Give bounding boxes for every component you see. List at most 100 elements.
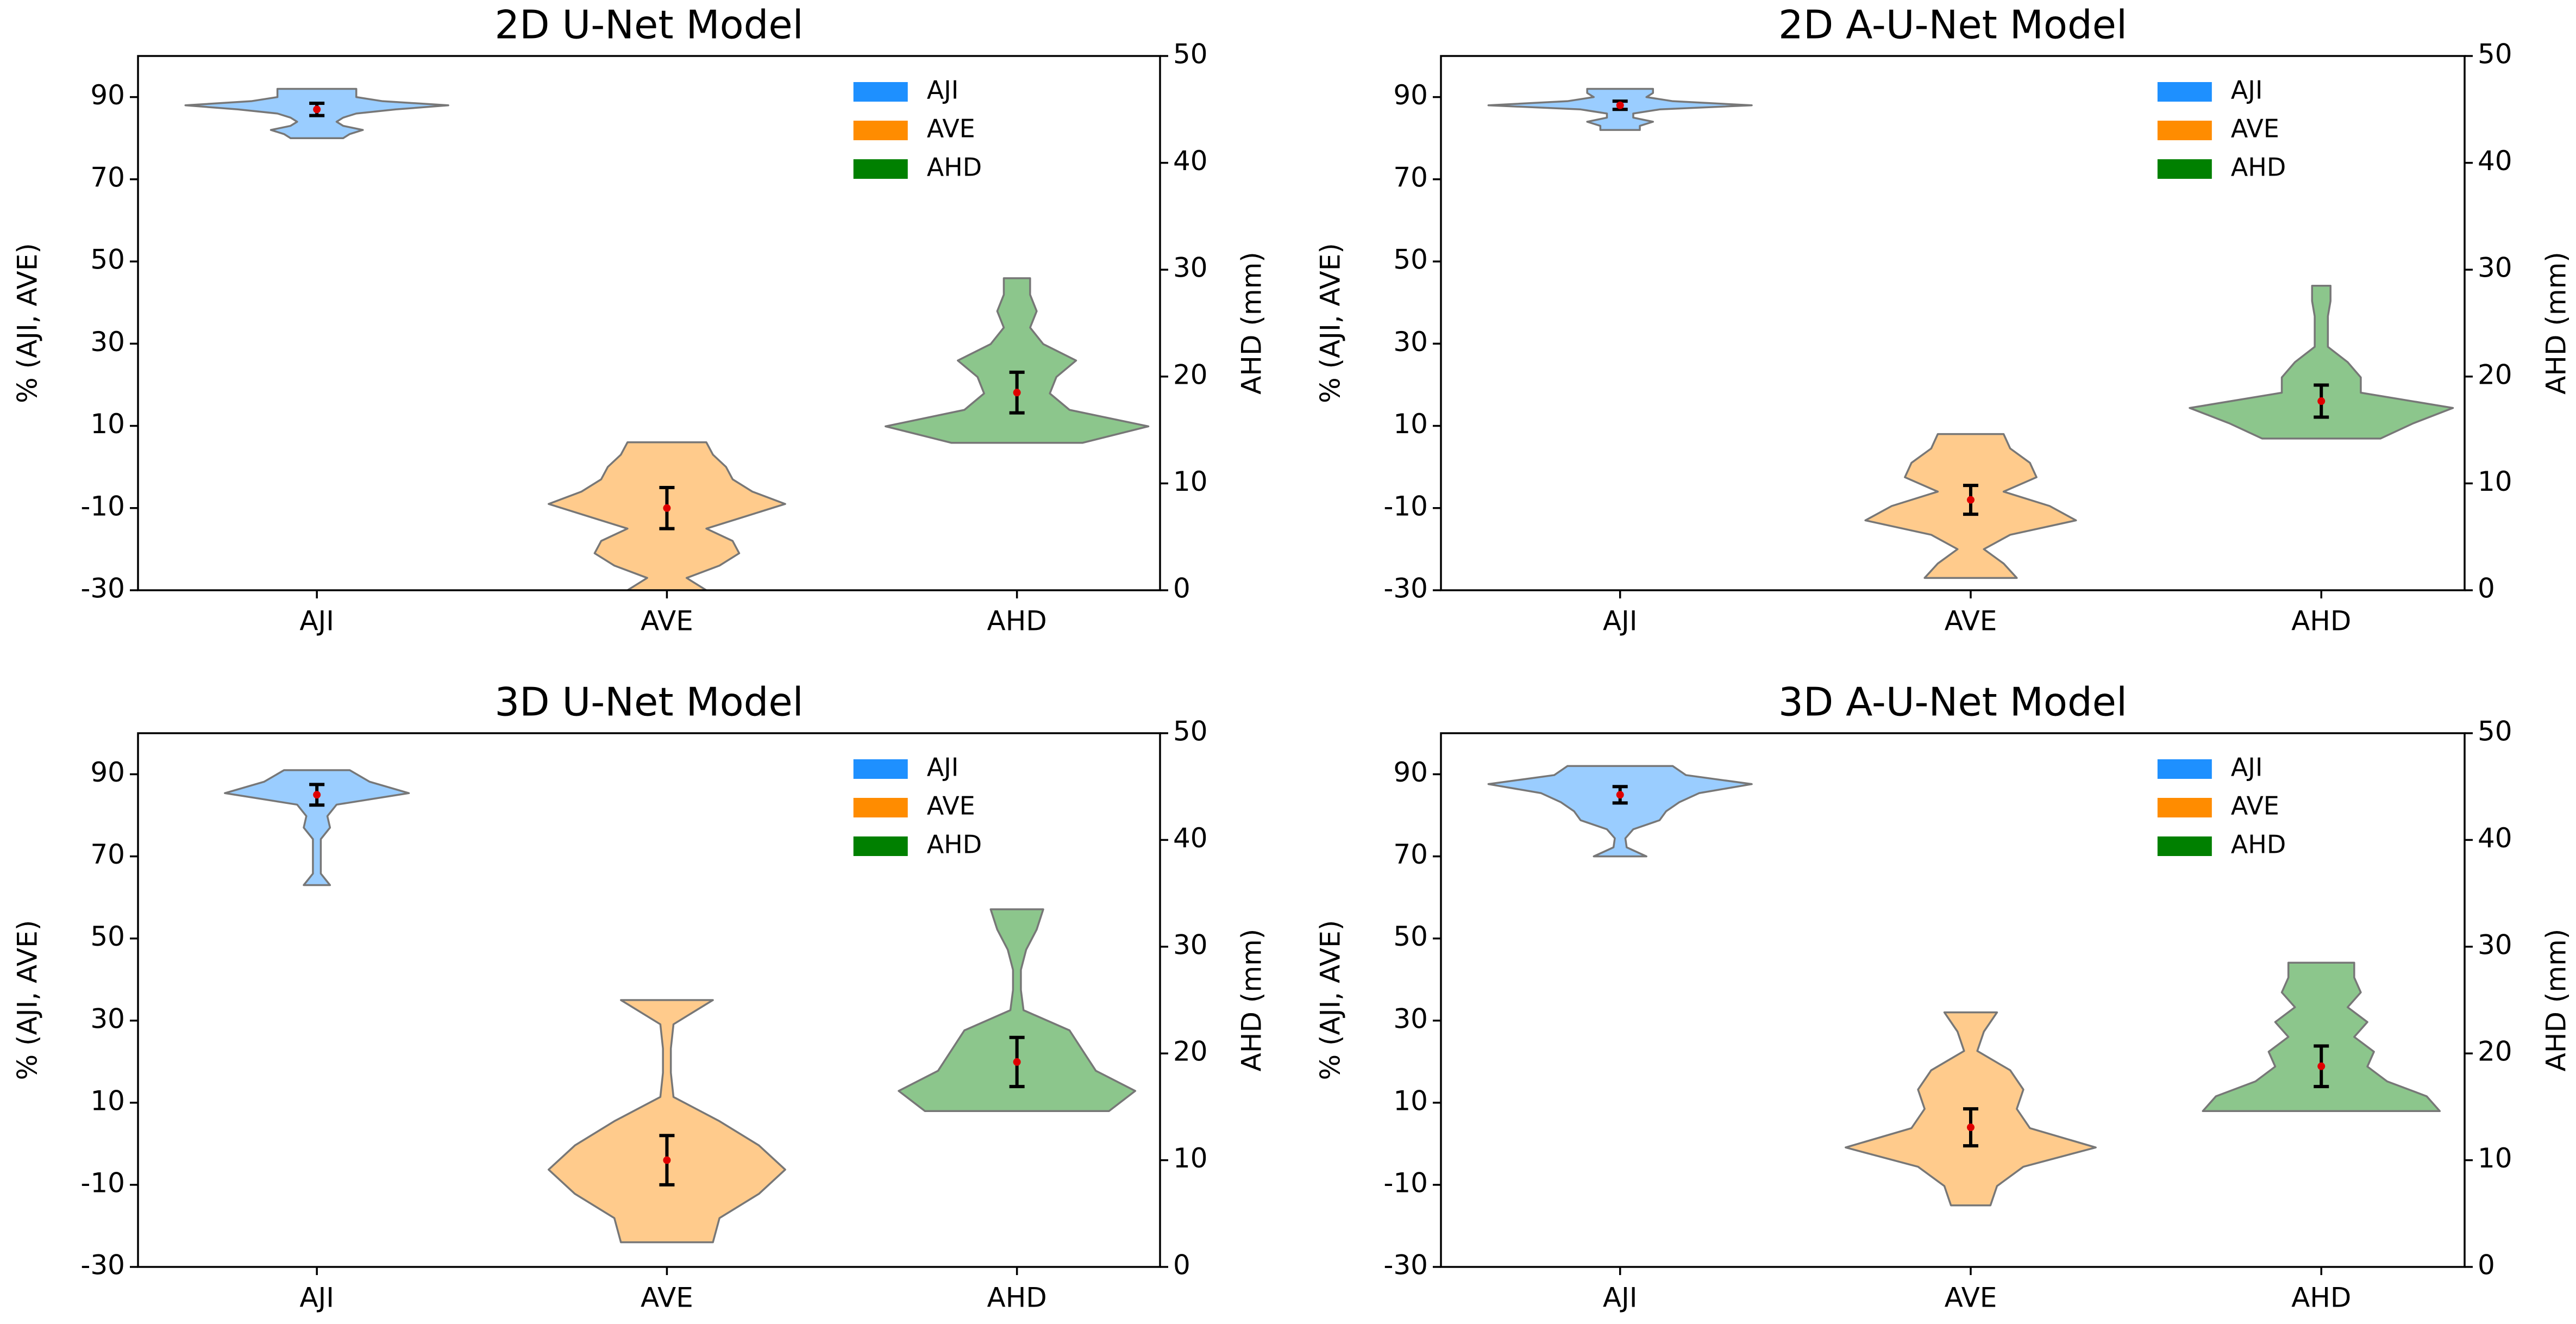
legend-label: AJI bbox=[927, 753, 959, 782]
y-tick-label: -10 bbox=[1383, 1167, 1428, 1198]
y2-tick-label: 10 bbox=[2478, 1142, 2512, 1174]
legend-label: AHD bbox=[927, 153, 982, 182]
x-tick-label: AHD bbox=[987, 1282, 1047, 1314]
y2-tick-label: 0 bbox=[2478, 573, 2495, 604]
x-tick-label: AHD bbox=[987, 605, 1047, 637]
y2-tick-label: 10 bbox=[2478, 466, 2512, 497]
y2-tick-label: 50 bbox=[2478, 39, 2512, 70]
y-tick-label: 10 bbox=[90, 408, 125, 440]
y-axis-label: % (AJI, AVE) bbox=[12, 243, 43, 403]
legend-label: AHD bbox=[2231, 153, 2286, 182]
y-tick-label: 30 bbox=[1393, 1003, 1428, 1034]
legend-label: AHD bbox=[2231, 830, 2286, 859]
y2-tick-label: 30 bbox=[1173, 929, 1208, 960]
y2-tick-label: 40 bbox=[2478, 145, 2512, 177]
plot-area bbox=[1487, 765, 2441, 1207]
plot-area bbox=[1487, 88, 2454, 579]
legend-label: AJI bbox=[2231, 76, 2263, 105]
mean-point bbox=[313, 105, 321, 114]
y2-axis-label: AHD (mm) bbox=[1236, 252, 1268, 395]
y-tick-label: 10 bbox=[1393, 1085, 1428, 1116]
y-tick-label: -30 bbox=[1383, 573, 1428, 604]
y2-axis-label: AHD (mm) bbox=[2541, 929, 2572, 1072]
axes-frame bbox=[137, 55, 1161, 591]
plot-area bbox=[184, 88, 1150, 590]
mean-point bbox=[313, 791, 321, 799]
violin-body bbox=[2189, 284, 2454, 440]
violin-body bbox=[885, 277, 1150, 444]
y2-tick-label: 30 bbox=[2478, 252, 2512, 284]
y-tick-label: -10 bbox=[80, 1167, 125, 1198]
x-tick-label: AJI bbox=[1603, 605, 1638, 637]
x-tick-label: AJI bbox=[299, 605, 334, 637]
legend-swatch bbox=[853, 159, 908, 179]
y-tick-label: 90 bbox=[90, 79, 125, 111]
chart-title: 2D A-U-Net Model bbox=[1778, 2, 2127, 48]
y-tick-label: -30 bbox=[80, 573, 125, 604]
x-tick-label: AVE bbox=[1945, 1282, 1997, 1314]
y2-tick-label: 10 bbox=[1173, 1142, 1208, 1174]
mean-point bbox=[1013, 1058, 1021, 1066]
y2-tick-label: 50 bbox=[1173, 39, 1208, 70]
y-tick-label: 90 bbox=[90, 757, 125, 788]
legend-label: AVE bbox=[2231, 791, 2279, 821]
legend-swatch bbox=[2157, 798, 2212, 817]
y2-tick-label: 50 bbox=[2478, 716, 2512, 747]
legend-swatch bbox=[2157, 121, 2212, 140]
mean-point bbox=[1966, 1123, 1975, 1132]
y2-axis-label: AHD (mm) bbox=[2541, 252, 2572, 395]
y2-tick-label: 30 bbox=[1173, 252, 1208, 284]
y2-tick-label: 0 bbox=[2478, 1250, 2495, 1281]
y-tick-label: 70 bbox=[1393, 839, 1428, 870]
y2-tick-label: 40 bbox=[1173, 145, 1208, 177]
legend-swatch bbox=[853, 836, 908, 856]
mean-point bbox=[1966, 496, 1975, 504]
y-tick-label: 50 bbox=[90, 921, 125, 952]
y-tick-label: 30 bbox=[90, 1003, 125, 1034]
y-tick-label: -30 bbox=[80, 1250, 125, 1281]
y2-tick-label: 0 bbox=[1173, 573, 1190, 604]
y-tick-label: -10 bbox=[80, 490, 125, 522]
legend-label: AVE bbox=[927, 114, 975, 143]
axes-frame bbox=[137, 732, 1161, 1268]
y2-tick-label: 0 bbox=[1173, 1250, 1190, 1281]
x-tick-label: AVE bbox=[1945, 605, 1997, 637]
legend-swatch bbox=[2157, 836, 2212, 856]
y-axis-label: % (AJI, AVE) bbox=[12, 920, 43, 1081]
plot-area bbox=[224, 769, 1137, 1244]
x-tick-label: AHD bbox=[2291, 1282, 2351, 1314]
mean-point bbox=[1013, 389, 1021, 397]
x-tick-label: AVE bbox=[641, 1282, 693, 1314]
legend-label: AVE bbox=[2231, 114, 2279, 143]
legend-label: AHD bbox=[927, 830, 982, 859]
legend-label: AVE bbox=[927, 791, 975, 821]
legend-swatch bbox=[2157, 759, 2212, 779]
y2-tick-label: 20 bbox=[1173, 1036, 1208, 1067]
y-tick-label: 10 bbox=[90, 1085, 125, 1116]
legend-label: AJI bbox=[2231, 753, 2263, 782]
y-tick-label: 70 bbox=[90, 839, 125, 870]
legend-swatch bbox=[853, 82, 908, 102]
y2-tick-label: 40 bbox=[2478, 822, 2512, 854]
y-tick-label: 50 bbox=[1393, 921, 1428, 952]
y-tick-label: 50 bbox=[1393, 244, 1428, 276]
x-tick-label: AHD bbox=[2291, 605, 2351, 637]
y-tick-label: 30 bbox=[90, 326, 125, 358]
y2-tick-label: 40 bbox=[1173, 822, 1208, 854]
y2-tick-label: 20 bbox=[2478, 359, 2512, 390]
y-tick-label: 10 bbox=[1393, 408, 1428, 440]
violin-body bbox=[224, 769, 410, 886]
y-axis-label: % (AJI, AVE) bbox=[1315, 243, 1346, 403]
violin-body bbox=[2202, 961, 2441, 1113]
mean-point bbox=[2317, 1062, 2326, 1070]
x-tick-label: AJI bbox=[1603, 1282, 1638, 1314]
mean-point bbox=[1616, 101, 1624, 109]
legend-swatch bbox=[853, 121, 908, 140]
y-axis-label: % (AJI, AVE) bbox=[1315, 920, 1346, 1081]
chart-title: 3D U-Net Model bbox=[494, 679, 803, 725]
axes-frame bbox=[1440, 55, 2466, 591]
y-tick-label: 70 bbox=[1393, 161, 1428, 193]
violin-body bbox=[1487, 765, 1753, 858]
